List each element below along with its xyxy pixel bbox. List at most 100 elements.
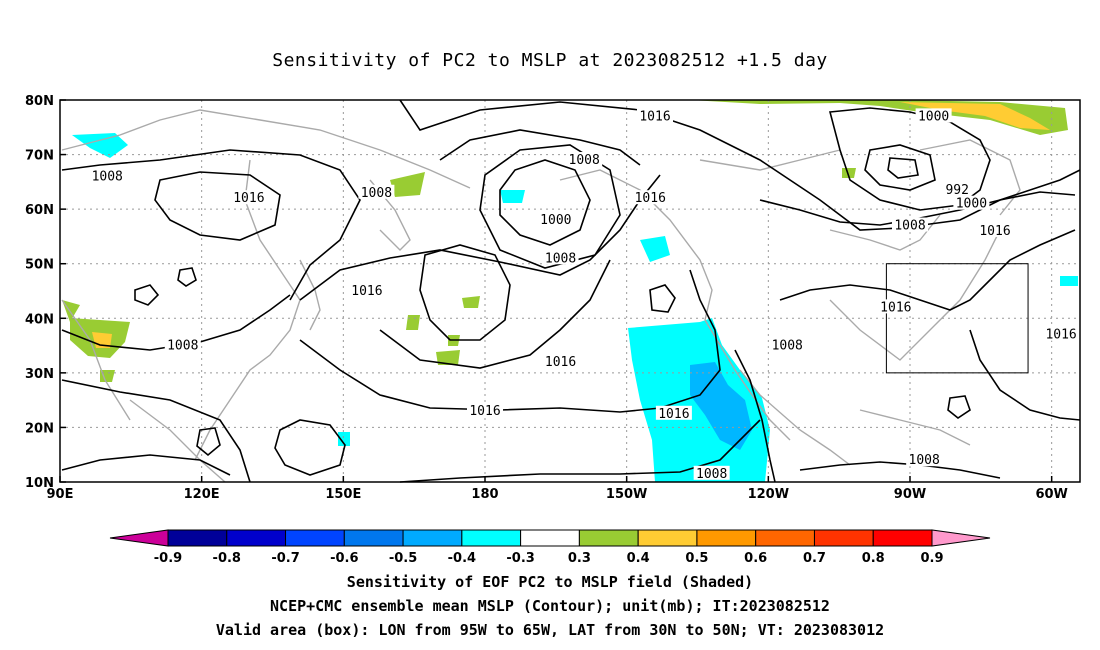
coast-north-america-west xyxy=(704,319,791,441)
colorbar-label: 0.6 xyxy=(744,551,767,566)
contour-label-bg xyxy=(906,452,943,467)
contour-label: 1008 xyxy=(696,467,727,482)
contour-label: 1000 xyxy=(540,213,571,228)
caption-contour: NCEP+CMC ensemble mean MSLP (Contour); u… xyxy=(270,597,830,615)
isobar-1016-sw-asia xyxy=(61,379,251,483)
shade-green-pacific-1 xyxy=(406,315,420,330)
colorbar-swatch xyxy=(813,529,874,547)
contour-label: 1016 xyxy=(545,355,576,370)
contour-label-bg xyxy=(230,190,267,205)
colorbar-swatch xyxy=(578,529,639,547)
isobar-1008-india xyxy=(61,454,231,476)
contour-label-bg xyxy=(542,250,579,265)
colorbar-label: 0.4 xyxy=(627,551,650,566)
colorbar-swatch xyxy=(520,529,580,547)
isobar-1000-aleutian xyxy=(499,159,591,246)
lon-tick-label: 60W xyxy=(1035,487,1067,502)
isobar-1012-small-5 xyxy=(196,427,221,457)
shade-green-pacific-2 xyxy=(436,350,460,365)
contour-label-bg xyxy=(542,353,579,368)
lon-tick-label: 90E xyxy=(47,487,74,502)
map-title: Sensitivity of PC2 to MSLP at 2023082512… xyxy=(272,50,828,71)
lon-tick-label: 150W xyxy=(606,487,647,502)
colorbar-label: -0.8 xyxy=(213,551,241,566)
contour-label-bg xyxy=(467,403,503,418)
valid-area-box xyxy=(885,263,1029,374)
isobar-1008-arctic-a xyxy=(439,129,641,166)
contour-label: 1008 xyxy=(894,219,925,234)
contour-label: 1016 xyxy=(880,300,911,315)
isobar-1008-us-west xyxy=(734,349,776,483)
shade-cyan-pacific-small xyxy=(338,432,350,446)
colorbar-label: -0.4 xyxy=(448,551,476,566)
contour-label-bg xyxy=(953,195,990,210)
isobar-1016-siberia xyxy=(154,171,281,241)
colorbar-label: 0.5 xyxy=(685,551,708,566)
contour-label-bg xyxy=(877,299,914,314)
isobar-1016-north-pacific xyxy=(299,174,661,301)
contour-label: 1016 xyxy=(233,191,264,206)
contour-label-bg xyxy=(632,190,669,205)
lat-tick-label: 40N xyxy=(25,312,54,327)
coast-india xyxy=(61,299,131,421)
isobar-1016-atlantic xyxy=(969,329,1081,421)
lat-tick-label: 30N xyxy=(25,367,54,382)
lat-tick-label: 10N xyxy=(25,476,54,491)
contour-label: 1016 xyxy=(658,407,689,422)
isobar-1008-aleutian xyxy=(479,144,621,269)
isobar-1008-south xyxy=(399,419,761,483)
shade-green-kamchatka xyxy=(390,172,425,197)
colorbar-label: -0.3 xyxy=(506,551,534,566)
contour-label-bg xyxy=(977,222,1013,237)
colorbar-swatch xyxy=(285,529,345,547)
colorbar-swatch xyxy=(696,529,757,547)
coast-arctic-islands xyxy=(699,149,841,171)
contour-label: 992 xyxy=(945,183,968,198)
coast-kamchatka xyxy=(369,179,411,251)
lon-tick-label: 90W xyxy=(894,487,926,502)
contour-label: 1008 xyxy=(167,339,198,354)
contour-label-bg xyxy=(537,212,574,227)
shade-blue-east-pacific xyxy=(690,362,752,450)
shade-cyan-alaska xyxy=(640,236,670,262)
isobar-1000-arctic xyxy=(828,107,991,211)
contour-label-bg xyxy=(915,108,952,123)
contour-label: 1016 xyxy=(635,191,666,206)
contour-label-bg xyxy=(655,405,692,420)
contour-label-bg xyxy=(164,337,201,352)
contour-label: 1008 xyxy=(92,169,123,184)
contour-label: 1008 xyxy=(569,153,600,168)
contour-label-bg xyxy=(769,337,806,352)
colorbar-swatch xyxy=(109,529,169,547)
contour-label-bg xyxy=(358,184,395,199)
colorbar-label: 0.8 xyxy=(862,551,885,566)
colorbar-label: 0.9 xyxy=(920,551,943,566)
lat-tick-label: 20N xyxy=(25,421,54,436)
coast-greenland xyxy=(919,139,1021,216)
contour-label-bg xyxy=(89,168,126,183)
shade-cyan-atlantic xyxy=(1060,276,1078,286)
coast-caribbean xyxy=(859,409,971,446)
isobar-1016-us-east xyxy=(779,229,1076,311)
coast-north-america-east xyxy=(829,229,1001,361)
caption-shading: Sensitivity of EOF PC2 to MSLP field (Sh… xyxy=(346,573,754,591)
colorbar: -0.9 -0.8 -0.7 -0.6 -0.5 -0.4 -0.3 0.3 0.4 0.5 0.6… xyxy=(109,529,991,566)
lat-tick-label: 50N xyxy=(25,258,54,273)
isobar-1016-arctic xyxy=(399,99,1081,231)
isobar-1016-high xyxy=(419,244,511,341)
contour-label: 1008 xyxy=(909,453,940,468)
contour-label: 1000 xyxy=(956,197,987,212)
shade-cyan-bering xyxy=(500,190,525,203)
lat-tick-label: 60N xyxy=(25,203,54,218)
contour-label-bg xyxy=(892,217,928,232)
shade-cyan-arctic xyxy=(72,133,128,158)
coast-japan xyxy=(299,259,321,331)
contour-label-bg xyxy=(693,465,730,480)
isobar-1012-small-2 xyxy=(177,267,197,287)
coast-asia-east xyxy=(194,159,301,461)
coastlines xyxy=(61,109,1021,483)
isobar-1016-pacific-main xyxy=(299,269,721,413)
contour-label-bg xyxy=(348,283,385,297)
